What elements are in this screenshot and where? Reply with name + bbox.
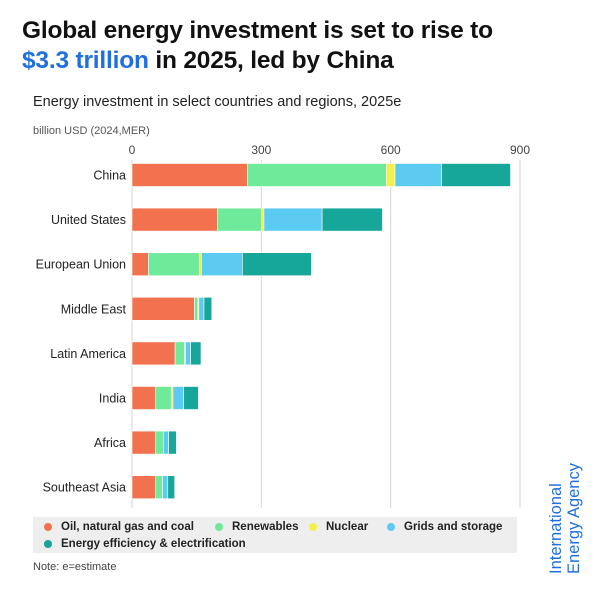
bar-european-union-series-4 [242,252,312,276]
bar-latin-america-series-3 [185,341,191,366]
logo-text-line2: Energy Agency [565,462,583,574]
bar-united-states-series-2 [261,207,265,232]
bar-china-series-2 [386,163,396,187]
legend: Oil, natural gas and coal Renewables Nuc… [33,517,517,553]
x-tick-label-300: 300 [251,143,271,157]
bar-chart: 0 300 600 900 China United States European Uni… [36,143,530,508]
legend-item-renewables: Renewables [215,521,298,533]
bar-india-series-4 [183,386,199,410]
bar-latin-america-series-1 [174,341,185,366]
legend-item-grids-storage: Grids and storage [387,521,502,533]
bar-india-series-0 [131,386,157,410]
bar-southeast-asia-series-3 [162,475,169,500]
legend-dot-nuclear [309,523,317,531]
bar-united-states-series-4 [321,207,383,232]
iea-logo: International Energy Agency [547,462,583,574]
legend-dot-renewables [215,523,223,531]
bar-africa-series-1 [155,430,164,455]
bar-china-series-0 [131,163,248,187]
footnote: Note: e=estimate [33,561,117,573]
bar-european-union-series-0 [131,252,149,276]
bar-european-union-series-1 [148,252,200,276]
bar-africa-series-4 [168,430,177,455]
bar-china-series-1 [247,163,387,187]
bar-china-series-4 [441,163,511,187]
category-label-africa: Africa [94,436,126,450]
bar-latin-america-series-4 [190,341,202,366]
bar-africa-series-0 [131,430,157,455]
bar-india-series-1 [155,386,172,410]
legend-label-oil-gas-coal: Oil, natural gas and coal [61,521,194,533]
title-line2: in 2025, led by China [148,47,394,74]
bar-united-states-series-1 [217,207,262,232]
title-line1: Global energy investment is set to rise … [22,17,493,44]
legend-label-grids-storage: Grids and storage [404,521,503,533]
bar-european-union-series-2 [198,252,202,276]
legend-label-renewables: Renewables [232,521,299,533]
category-label-india: India [99,392,126,406]
bar-middle-east-series-4 [203,296,213,321]
category-label-european-union: European Union [36,258,126,272]
legend-dot-oil-gas-coal [44,523,52,531]
legend-label-efficiency: Energy efficiency & electrification [61,538,246,550]
title-highlight: $3.3 trillion [22,47,149,74]
bar-southeast-asia-series-4 [167,475,175,500]
category-label-southeast-asia: Southeast Asia [43,481,126,495]
category-label-middle-east: Middle East [61,302,127,316]
bar-united-states-series-3 [263,207,323,232]
category-label-latin-america: Latin America [50,347,126,361]
bar-middle-east-series-0 [131,296,195,321]
x-tick-label-0: 0 [129,143,136,157]
bar-southeast-asia-series-0 [131,475,157,500]
category-label-china: China [93,169,126,183]
category-label-united-states: United States [51,213,126,227]
logo-text-line1: International [547,483,565,574]
bar-southeast-asia-series-1 [155,475,163,500]
chart-subtitle: Energy investment in select countries an… [33,94,402,110]
x-tick-label-600: 600 [381,143,401,157]
legend-item-nuclear: Nuclear [309,521,368,533]
bar-middle-east-series-1 [194,296,199,321]
unit-label: billion USD (2024,MER) [33,125,150,137]
legend-label-nuclear: Nuclear [326,521,369,533]
legend-dot-efficiency [44,540,52,548]
bar-united-states-series-0 [131,207,218,232]
bar-china-series-3 [394,163,442,187]
legend-dot-grids-storage [387,523,395,531]
bar-european-union-series-3 [201,252,243,276]
bar-india-series-3 [172,386,185,410]
bar-latin-america-series-0 [131,341,176,366]
bar-africa-series-3 [163,430,169,455]
chart-title: Global energy investment is set to rise … [22,16,542,76]
legend-item-efficiency: Energy efficiency & electrification [44,538,246,550]
bar-middle-east-series-3 [198,296,205,321]
legend-item-oil-gas-coal: Oil, natural gas and coal [44,521,194,533]
x-tick-label-900: 900 [510,143,530,157]
